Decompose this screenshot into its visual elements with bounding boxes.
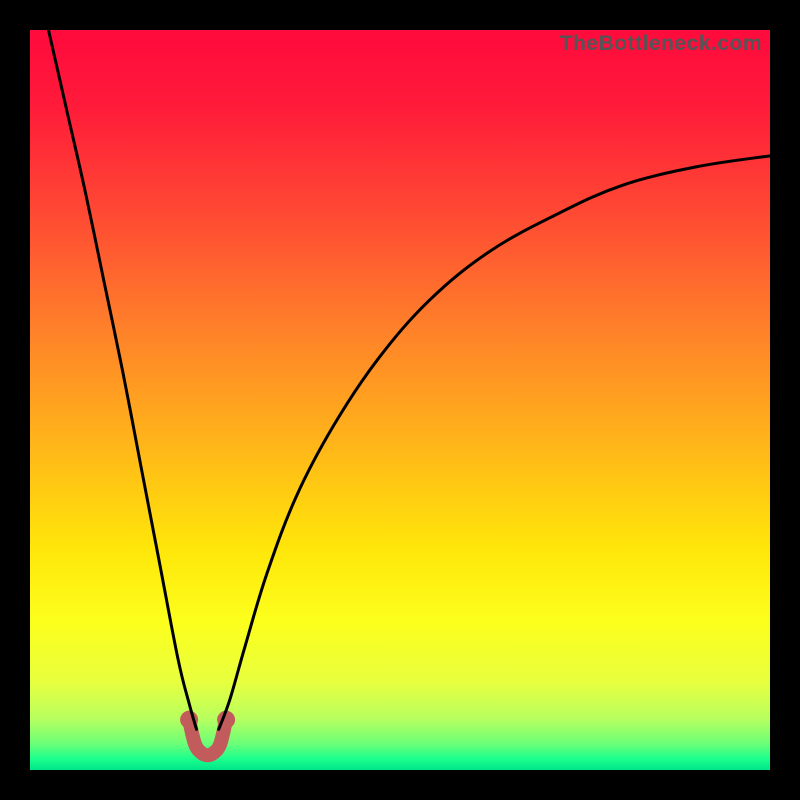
plot-area: TheBottleneck.com bbox=[30, 30, 770, 770]
chart-frame: TheBottleneck.com bbox=[0, 0, 800, 800]
right-curve bbox=[219, 156, 770, 730]
curves-layer bbox=[30, 30, 770, 770]
left-curve bbox=[49, 30, 197, 729]
watermark-text: TheBottleneck.com bbox=[560, 32, 762, 56]
